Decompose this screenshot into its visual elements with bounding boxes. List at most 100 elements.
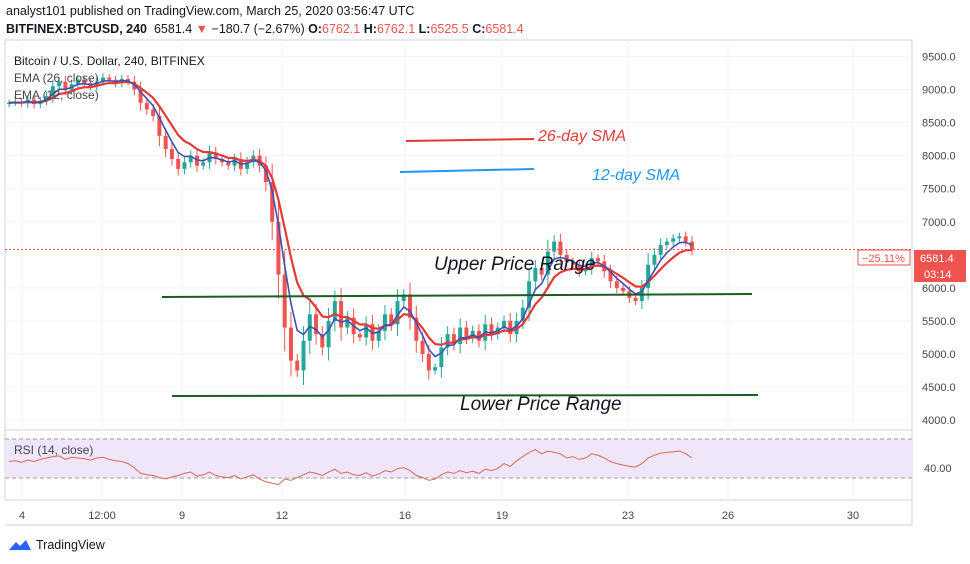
candle-body	[276, 221, 281, 275]
candle-body	[245, 162, 250, 169]
down-arrow-icon: ▼	[195, 22, 209, 36]
candle-body	[633, 297, 638, 302]
candle-body	[182, 162, 187, 169]
price-axis[interactable]: 4000.04500.05000.05500.06000.06500.07000…	[922, 52, 956, 428]
high-label: H:	[363, 22, 377, 36]
candle-body	[539, 268, 544, 275]
sma26-sample-line	[405, 138, 535, 142]
candle-body	[658, 244, 663, 255]
low-label: L:	[418, 22, 431, 36]
sma12-sample-line	[399, 168, 535, 173]
candle-body	[458, 327, 463, 345]
candle-body	[188, 155, 193, 163]
candle-body	[520, 307, 525, 321]
candle-body	[107, 77, 112, 80]
price-tick-label: 7000.0	[922, 217, 956, 229]
candle-body	[301, 340, 306, 371]
timer-tag-text: 03:14	[924, 269, 952, 281]
candle-body	[357, 334, 362, 338]
candle-body	[570, 261, 575, 265]
candle-body	[433, 367, 438, 371]
candle-body	[151, 109, 156, 117]
candle-body	[163, 135, 168, 150]
high-value: 6762.1	[376, 22, 416, 36]
candle-body	[395, 301, 400, 325]
time-tick-label: 12	[276, 510, 288, 522]
time-axis[interactable]: 4 12:00 9 12 16 19 23 26 30	[19, 510, 859, 522]
time-tick-label: 16	[399, 510, 411, 522]
upper-range-label: Upper Price Range	[434, 254, 596, 275]
price-tick-label: 8000.0	[922, 151, 956, 163]
candle-body	[646, 264, 651, 288]
candle-body	[671, 238, 676, 242]
pct-tag-text: −25.11%	[862, 253, 905, 265]
candle-body	[263, 165, 268, 183]
price-tick-label: 9500.0	[922, 52, 956, 64]
price-tag	[914, 250, 966, 282]
price-change: −180.7 (−2.67%)	[211, 22, 305, 36]
legend-ema26[interactable]: EMA (26, close)	[14, 71, 99, 85]
legend-title: Bitcoin / U.S. Dollar, 240, BITFINEX	[14, 54, 205, 68]
candle-body	[57, 81, 62, 87]
candle-body	[533, 268, 538, 282]
last-price: 6581.4	[153, 22, 193, 36]
low-value: 6525.5	[430, 22, 469, 36]
gridlines	[5, 40, 912, 500]
candle-body	[608, 271, 613, 282]
candle-body	[213, 152, 218, 159]
candle-body	[389, 314, 394, 325]
candle-body	[420, 340, 425, 354]
candle-body	[100, 77, 105, 82]
candle-body	[502, 320, 507, 328]
rsi-band	[5, 439, 912, 478]
time-tick-label: 30	[847, 510, 859, 522]
ema12-line	[8, 79, 693, 358]
time-tick-label: 26	[722, 510, 734, 522]
candle-body	[144, 102, 149, 110]
candle-body	[683, 236, 688, 242]
candle-body	[445, 334, 450, 348]
candle-body	[176, 158, 181, 169]
candle-body	[577, 264, 582, 272]
tradingview-logo-icon	[9, 540, 31, 550]
candle-body	[545, 251, 550, 275]
upper-range-line	[161, 293, 753, 298]
candle-body	[332, 301, 337, 321]
candle-body	[138, 89, 143, 103]
price-tag-text: 6581.4	[920, 253, 954, 265]
candle-body	[552, 241, 557, 252]
candle-body	[401, 294, 406, 302]
price-tick-label: 6000.0	[922, 283, 956, 295]
candle-body	[426, 353, 431, 371]
candle-body	[326, 320, 331, 348]
time-tick-label: 19	[496, 510, 508, 522]
price-tick-label: 4500.0	[922, 382, 956, 394]
open-label: O:	[308, 22, 323, 36]
pct-tag	[857, 249, 911, 266]
tradingview-watermark[interactable]: TradingView	[8, 538, 105, 552]
candle-body	[652, 254, 657, 265]
candle-body	[345, 317, 350, 328]
candle-body	[508, 320, 513, 335]
time-tick-label: 4	[19, 510, 25, 522]
candle-body	[414, 317, 419, 341]
symbol-name: BITFINEX:BTCUSD, 240	[6, 22, 147, 36]
legend-ema12[interactable]: EMA (12, close)	[14, 88, 99, 102]
candle-body	[282, 274, 287, 328]
candle-body	[382, 314, 387, 331]
candle-body	[226, 162, 231, 166]
candle-body	[63, 81, 68, 90]
lower-range-line	[171, 394, 759, 397]
candle-body	[169, 149, 174, 159]
candle-body	[82, 79, 87, 83]
candle-body	[7, 102, 11, 105]
symbol-ohlc-bar: BITFINEX:BTCUSD, 240 6581.4 ▼ −180.7 (−2…	[6, 22, 524, 36]
candle-body	[270, 182, 275, 222]
candle-body	[44, 96, 49, 101]
candle-body	[295, 360, 300, 371]
price-tick-label: 4000.0	[922, 415, 956, 427]
candle-body	[614, 281, 619, 288]
candle-body	[50, 86, 55, 97]
candle-body	[690, 241, 694, 250]
